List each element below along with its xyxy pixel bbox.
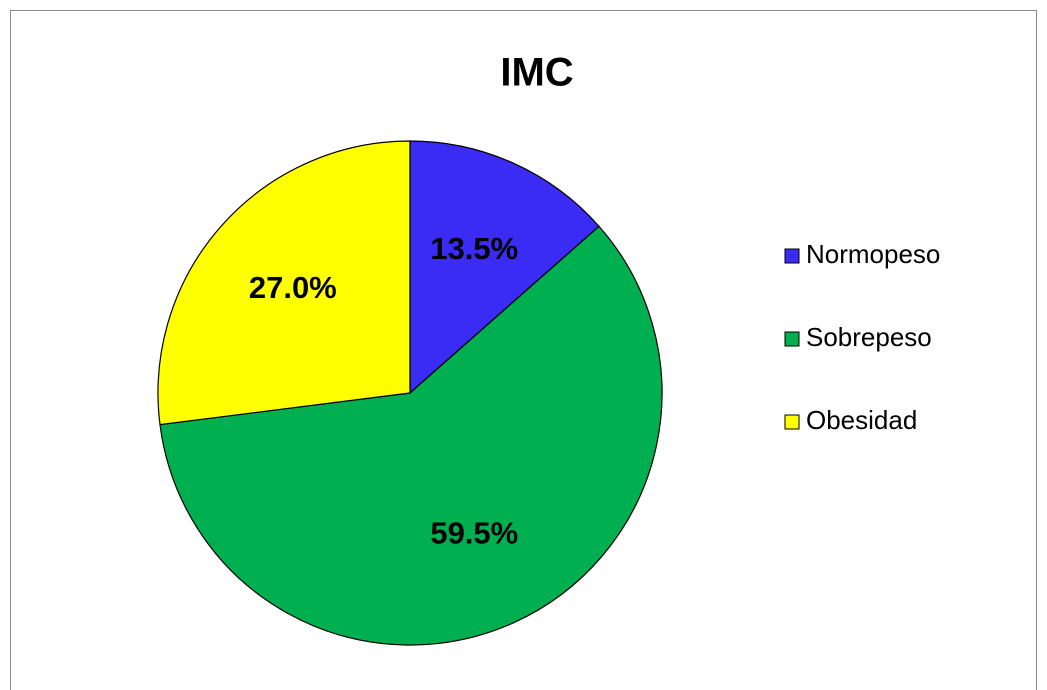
pie-slice xyxy=(157,140,411,426)
pie-slice xyxy=(409,140,600,395)
legend-label: Sobrepeso xyxy=(806,322,932,352)
pie-slice xyxy=(159,225,663,646)
chart-title: IMC xyxy=(500,51,573,95)
data-label: 59.5% xyxy=(430,516,518,551)
legend-swatch xyxy=(784,331,800,347)
legend-swatch xyxy=(784,414,800,430)
data-label: 13.5% xyxy=(430,231,518,266)
legend-label: Normopeso xyxy=(806,239,940,269)
legend-swatch xyxy=(784,248,800,264)
legend-label: Obesidad xyxy=(806,405,917,435)
data-label: 27.0% xyxy=(249,270,337,305)
